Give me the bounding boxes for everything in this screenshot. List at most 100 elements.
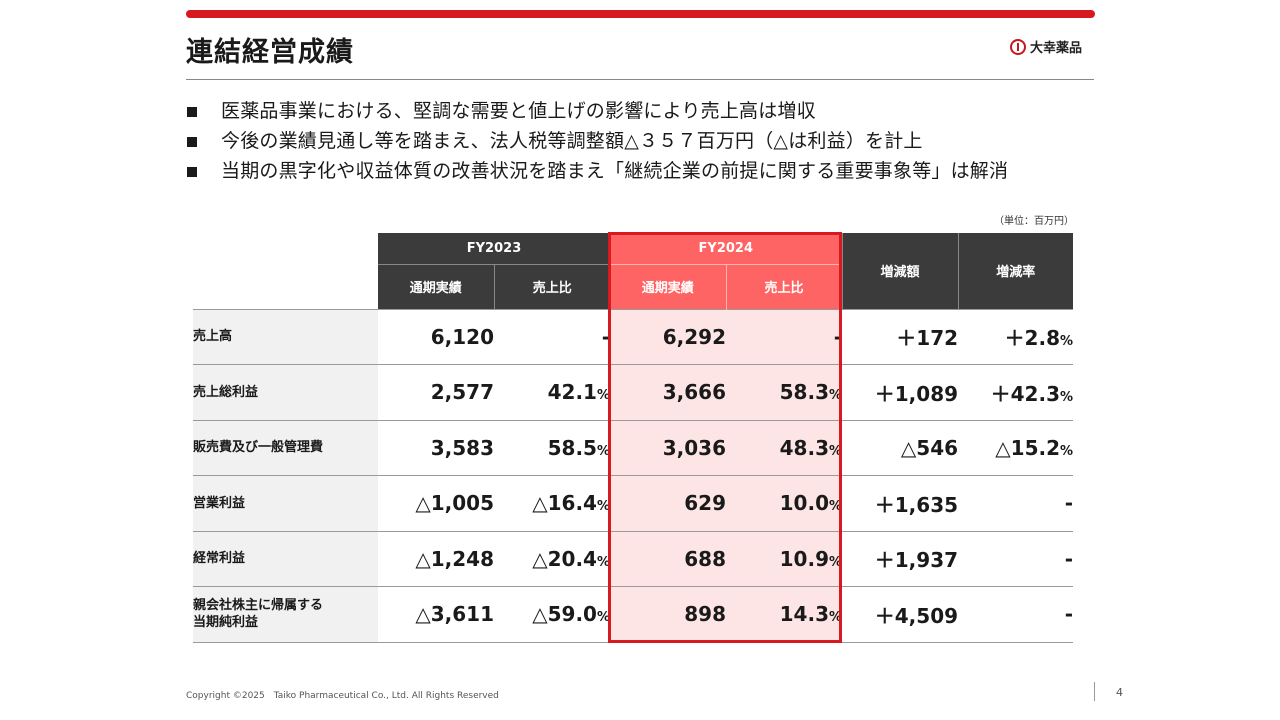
fy2023-result-cell: △3,611: [415, 602, 494, 627]
ratio-value: 58.5: [547, 435, 597, 460]
ratio-value: △20.4: [532, 546, 597, 571]
table-row: 売上総利益 2,577 42.1% 3,666 58.3% ＋1,089 ＋42…: [193, 364, 1074, 421]
fy2023-ratio-cell: △59.0%: [494, 587, 610, 643]
bullet-item: 今後の業績見通し等を踏まえ、法人税等調整額△３５７百万円（△は利益）を計上: [186, 126, 1008, 156]
rate-value: △15.2: [995, 435, 1060, 460]
fy2024-result-cell: 3,036: [610, 420, 727, 476]
bullet-item: 当期の黒字化や収益体質の改善状況を踏まえ「継続企業の前提に関する重要事象等」は解…: [186, 156, 1008, 186]
row-label: 経常利益: [193, 531, 378, 587]
fy2024-result-cell: 688: [610, 531, 727, 587]
row-label: 親会社株主に帰属する 当期純利益: [193, 586, 378, 642]
header-fy2024-result: 通期実績: [610, 263, 727, 309]
change-rate-cell: -: [958, 587, 1073, 643]
fy2024-result-cell: 6,292: [610, 309, 727, 365]
page-number-divider: [1094, 682, 1095, 701]
copyright-footer: Copyright ©2025 Taiko Pharmaceutical Co.…: [186, 691, 499, 701]
rate-value: ＋42.3: [990, 381, 1060, 406]
fy2023-ratio-cell: △16.4%: [494, 476, 610, 532]
percent-unit: %: [596, 443, 611, 459]
header-change-amount: 増減額: [841, 233, 959, 309]
fy2024-ratio-cell: -: [726, 309, 843, 365]
fy2023-result-cell: 6,120: [430, 324, 494, 349]
logo-mark-icon: [1009, 38, 1026, 55]
unit-note: （単位：百万円）: [994, 216, 1074, 227]
bullet-item: 医薬品事業における、堅調な需要と値上げの影響により売上高は増収: [186, 96, 1008, 126]
change-amount-cell: ＋1,635: [874, 492, 959, 517]
ratio-value: △59.0: [532, 602, 597, 627]
table-row: 売上高 6,120 - 6,292 - ＋172 ＋2.8%: [193, 309, 1074, 365]
change-rate-cell: △15.2%: [958, 420, 1073, 476]
change-amount-cell: ＋172: [896, 326, 959, 351]
ratio-value: 42.1: [547, 380, 597, 405]
fy2024-result-cell: 629: [610, 475, 727, 531]
fy2023-ratio-cell: -: [494, 309, 610, 365]
fy2023-ratio-cell: 58.5%: [494, 420, 610, 476]
change-rate-cell: -: [958, 476, 1073, 532]
percent-unit: %: [596, 554, 611, 570]
table-row: 販売費及び一般管理費 3,583 58.5% 3,036 48.3% △546 …: [193, 420, 1074, 476]
percent-unit: %: [1060, 334, 1074, 350]
ratio-value: 10.9: [779, 546, 829, 571]
top-accent-bar: [186, 10, 1095, 18]
percent-unit: %: [1060, 389, 1074, 405]
title-divider: [186, 79, 1094, 80]
rate-value: -: [1064, 546, 1074, 571]
header-fy2023: FY2023: [378, 233, 611, 264]
rate-value: -: [1064, 491, 1074, 516]
bullet-list: 医薬品事業における、堅調な需要と値上げの影響により売上高は増収 今後の業績見通し…: [186, 96, 1008, 186]
header-corner: [193, 233, 378, 309]
rate-value: -: [1064, 602, 1074, 627]
change-rate-cell: ＋42.3%: [958, 365, 1073, 421]
ratio-value: -: [833, 324, 843, 349]
fy2024-result-cell: 3,666: [610, 364, 727, 420]
fy2023-result-cell: △1,248: [415, 546, 494, 571]
fy2024-result-cell: 898: [610, 586, 727, 642]
change-amount-cell: ＋1,937: [874, 548, 959, 573]
fy2024-ratio-cell: 58.3%: [726, 364, 843, 420]
percent-unit: %: [829, 388, 843, 404]
percent-unit: %: [829, 610, 843, 626]
ratio-value: 58.3: [779, 380, 829, 405]
company-logo: 大幸薬品: [1009, 37, 1082, 56]
fy2023-result-cell: △1,005: [415, 491, 494, 516]
row-label: 販売費及び一般管理費: [193, 420, 378, 476]
change-amount-cell: △546: [900, 435, 959, 460]
header-fy2023-result: 通期実績: [378, 263, 494, 309]
row-label: 営業利益: [193, 475, 378, 531]
percent-unit: %: [1060, 443, 1074, 459]
fy2023-result-cell: 2,577: [430, 380, 494, 405]
fy2024-ratio-cell: 14.3%: [726, 586, 843, 642]
change-rate-cell: ＋2.8%: [958, 309, 1073, 365]
percent-unit: %: [829, 443, 843, 459]
percent-unit: %: [596, 499, 611, 515]
header-fy2023-ratio: 売上比: [493, 263, 611, 309]
percent-unit: %: [829, 499, 843, 515]
ratio-value: 48.3: [779, 435, 829, 460]
fy2023-ratio-cell: 42.1%: [494, 365, 610, 421]
header-fy2024: FY2024: [610, 233, 843, 264]
ratio-value: 14.3: [779, 602, 829, 627]
fy2024-ratio-cell: 10.0%: [726, 475, 843, 531]
row-label: 売上高: [193, 309, 378, 365]
page-number: 4: [1116, 686, 1123, 699]
ratio-value: 10.0: [779, 491, 829, 516]
header-fy2024-ratio: 売上比: [725, 263, 843, 309]
results-table: FY2023 FY2024 増減額 増減率 通期実績 売上比 通期実績 売上比 …: [193, 233, 1074, 643]
fy2024-ratio-cell: 48.3%: [726, 420, 843, 476]
rate-value: ＋2.8: [1004, 326, 1060, 351]
fy2024-ratio-cell: 10.9%: [726, 531, 843, 587]
row-label-line2: 当期純利益: [193, 615, 259, 631]
ratio-value: △16.4: [532, 491, 597, 516]
percent-unit: %: [829, 554, 843, 570]
change-amount-cell: ＋4,509: [874, 603, 959, 628]
percent-unit: %: [596, 388, 611, 404]
row-label-line1: 親会社株主に帰属する: [193, 598, 324, 614]
table-row: 経常利益 △1,248 △20.4% 688 10.9% ＋1,937 -: [193, 531, 1074, 587]
slide-title: 連結経営成績: [186, 37, 354, 68]
change-rate-cell: -: [958, 531, 1073, 587]
fy2023-result-cell: 3,583: [430, 435, 494, 460]
percent-unit: %: [596, 610, 611, 626]
change-amount-cell: ＋1,089: [874, 381, 959, 406]
logo-text: 大幸薬品: [1029, 41, 1082, 56]
header-change-rate: 増減率: [957, 233, 1074, 309]
